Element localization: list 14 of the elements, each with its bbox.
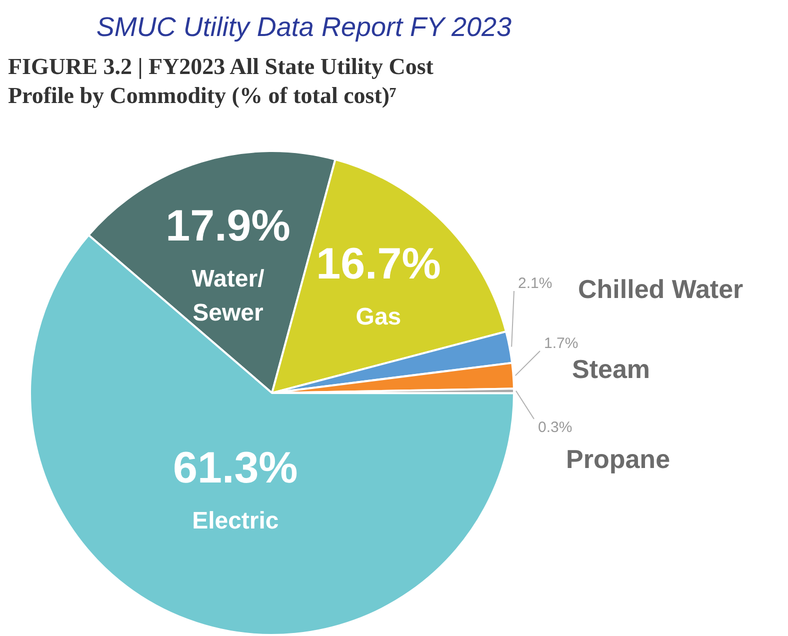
slice-label: Chilled Water	[578, 274, 744, 304]
data-label: 2.1%	[518, 275, 552, 292]
data-label: 1.7%	[544, 335, 578, 352]
chart-subtitle: FIGURE 3.2 | FY2023 All State Utility Cost Profile by Commodity (% of total cost)⁷	[8, 54, 434, 108]
chart-title: SMUC Utility Data Report FY 2023	[96, 12, 512, 42]
data-label: 61.3%	[173, 443, 298, 492]
slice-label: Water/Sewer	[192, 266, 265, 327]
data-label: 0.3%	[538, 419, 572, 436]
slice-label: Steam	[572, 354, 650, 384]
slice-label: Gas	[356, 303, 402, 330]
data-label: 17.9%	[166, 202, 290, 251]
slice-label: Electric	[192, 507, 279, 534]
slice-label: Propane	[566, 444, 670, 474]
data-label: 16.7%	[316, 239, 441, 288]
